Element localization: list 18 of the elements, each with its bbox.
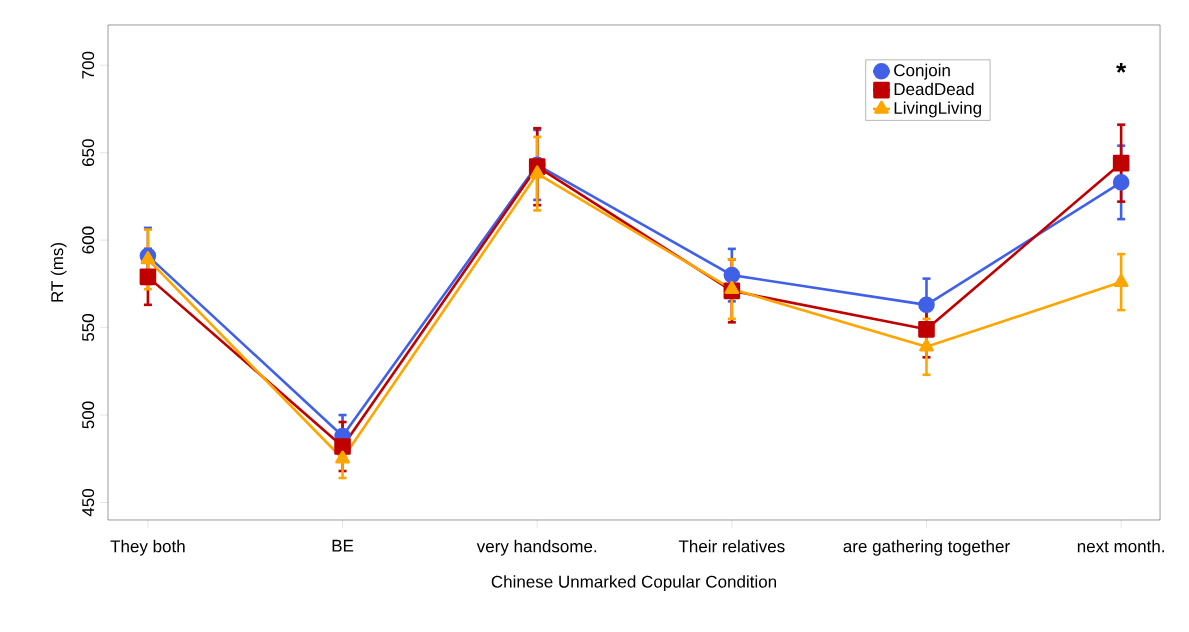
y-tick-label: 550 (82, 314, 95, 342)
x-tick-label: are gathering together (843, 539, 1010, 556)
y-axis-title: RT (ms) (50, 243, 67, 302)
legend-label: LivingLiving (894, 101, 981, 118)
x-axis-title: Chinese Unmarked Copular Condition (491, 575, 777, 592)
annotation: * (1116, 63, 1127, 73)
y-tick-label: 650 (82, 139, 95, 166)
y-tick-label: 700 (82, 51, 95, 79)
legend-label: Conjoin (894, 63, 950, 80)
y-tick-label: 500 (82, 401, 95, 429)
x-tick-label: They both (110, 539, 185, 556)
x-tick-label: Their relatives (678, 539, 785, 553)
x-tick-label: BE (332, 539, 354, 552)
x-tick-label: next month. (1077, 539, 1164, 553)
y-tick-label: 450 (82, 488, 95, 517)
legend-label: DeadDead (894, 82, 974, 96)
y-tick-label: 600 (82, 226, 95, 254)
x-tick-label: very handsome. (476, 539, 597, 556)
